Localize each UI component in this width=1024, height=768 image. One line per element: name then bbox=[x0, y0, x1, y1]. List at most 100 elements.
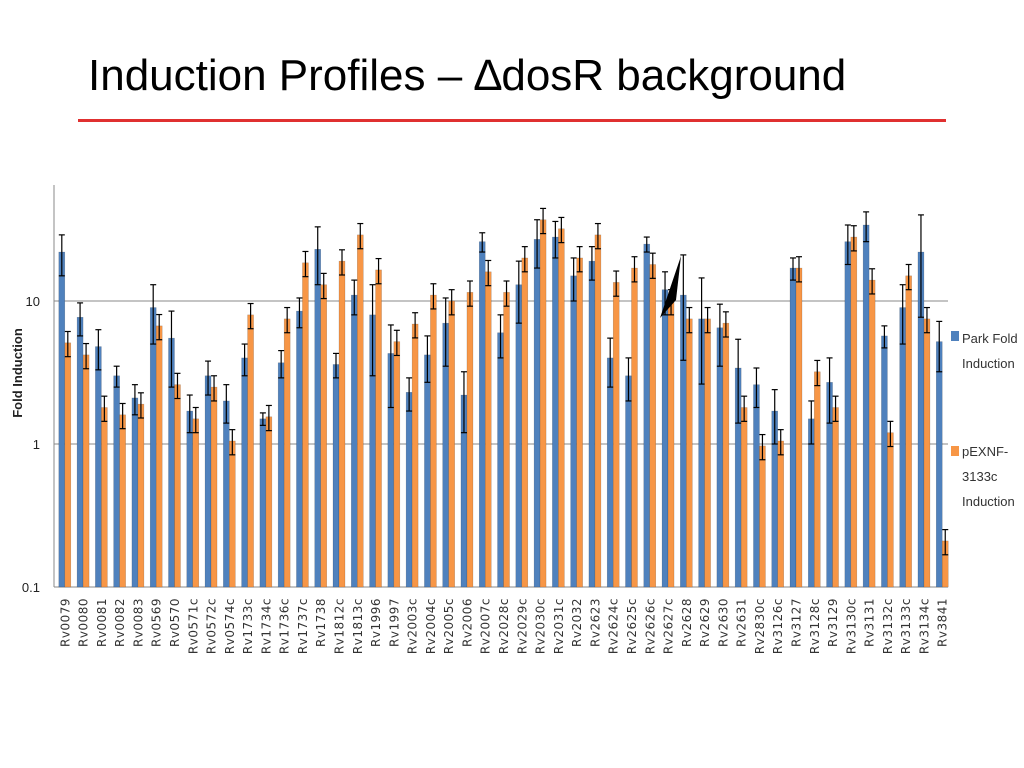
legend-label-pexnf-1: pEXNF- bbox=[962, 444, 1008, 459]
category-label: Rv2007c bbox=[479, 598, 493, 654]
bar bbox=[588, 260, 596, 588]
category-label: Rv0083 bbox=[131, 598, 145, 647]
bar bbox=[649, 264, 657, 588]
bars-layer bbox=[58, 219, 949, 588]
category-label: Rv0081 bbox=[95, 598, 109, 647]
bar bbox=[844, 241, 852, 588]
category-label: Rv2631 bbox=[735, 598, 749, 647]
category-label: Rv2623 bbox=[588, 598, 602, 647]
bar bbox=[576, 257, 583, 588]
bar bbox=[795, 267, 803, 588]
bar bbox=[503, 292, 510, 588]
bar bbox=[521, 257, 529, 588]
category-label: Rv0082 bbox=[113, 598, 127, 647]
bar bbox=[533, 239, 541, 588]
bar bbox=[612, 282, 620, 588]
bar bbox=[552, 236, 559, 588]
error-bars-layer bbox=[58, 207, 949, 556]
bar bbox=[101, 407, 108, 588]
category-label: Rv1996 bbox=[369, 598, 383, 647]
bar bbox=[478, 241, 486, 588]
bar bbox=[539, 219, 547, 588]
bar bbox=[113, 375, 120, 588]
bar bbox=[76, 316, 84, 588]
bar bbox=[923, 318, 931, 588]
bar bbox=[740, 407, 748, 588]
bar bbox=[82, 354, 90, 588]
category-label: Rv2003c bbox=[406, 598, 420, 654]
bar bbox=[259, 418, 267, 588]
category-label: Rv2830c bbox=[753, 598, 767, 654]
bar bbox=[850, 236, 858, 588]
category-label: Rv0079 bbox=[58, 598, 72, 647]
bar bbox=[424, 354, 431, 588]
bar bbox=[210, 386, 218, 588]
bar bbox=[320, 284, 327, 588]
category-label: Rv2629 bbox=[698, 598, 712, 647]
bar bbox=[186, 410, 194, 588]
bar bbox=[789, 267, 797, 588]
category-label: Rv1733c bbox=[241, 598, 255, 654]
bar bbox=[484, 271, 492, 588]
bar bbox=[887, 432, 894, 588]
bar bbox=[935, 341, 943, 588]
bar bbox=[448, 300, 455, 588]
bar bbox=[661, 289, 669, 588]
bar bbox=[277, 362, 285, 588]
bar bbox=[881, 335, 888, 588]
y-axis-title: Fold Induction bbox=[10, 328, 25, 418]
bar bbox=[814, 371, 821, 588]
bar bbox=[430, 294, 437, 588]
bar bbox=[558, 228, 565, 588]
bar bbox=[204, 375, 212, 588]
bar bbox=[351, 294, 358, 588]
bar bbox=[332, 364, 340, 588]
category-label: Rv0080 bbox=[77, 598, 91, 647]
category-label: Rv2028c bbox=[497, 598, 511, 654]
category-label: Rv1812c bbox=[333, 598, 347, 654]
bar bbox=[119, 414, 126, 588]
category-label: Rv3128c bbox=[808, 598, 822, 654]
bar bbox=[375, 269, 382, 588]
category-label: Rv2625c bbox=[625, 598, 639, 654]
bar bbox=[393, 341, 401, 588]
category-label: Rv2627c bbox=[662, 598, 676, 654]
category-label: Rv2030c bbox=[534, 598, 548, 654]
bar bbox=[631, 267, 638, 588]
category-label: Rv0570 bbox=[168, 598, 182, 647]
legend: Park Fold Induction pEXNF- 3133c Inducti… bbox=[951, 331, 1018, 509]
y-tick-labels: 0.1 1 10 bbox=[22, 294, 40, 595]
bar bbox=[497, 332, 504, 588]
bar bbox=[265, 416, 273, 588]
bar bbox=[241, 357, 248, 588]
category-label: Rv3131 bbox=[863, 598, 877, 647]
bar bbox=[155, 325, 163, 588]
legend-label-park-2: Induction bbox=[962, 356, 1015, 371]
category-label: Rv3133c bbox=[899, 598, 913, 654]
category-label: Rv1738 bbox=[314, 598, 328, 647]
bar bbox=[223, 400, 230, 588]
bar bbox=[296, 310, 303, 588]
legend-label-pexnf-2: 3133c bbox=[962, 469, 998, 484]
bar bbox=[174, 384, 181, 588]
bar bbox=[643, 243, 651, 588]
bar bbox=[899, 307, 906, 588]
category-label: Rv2031c bbox=[552, 598, 566, 654]
bar bbox=[832, 407, 839, 588]
category-label: Rv2624c bbox=[607, 598, 621, 654]
y-tick-label: 0.1 bbox=[22, 580, 40, 595]
y-tick-label: 10 bbox=[26, 294, 40, 309]
legend-swatch-park bbox=[951, 331, 959, 341]
bar bbox=[862, 224, 870, 588]
legend-label-park-1: Park Fold bbox=[962, 331, 1018, 346]
category-label: Rv2630 bbox=[716, 598, 730, 647]
legend-label-pexnf-3: Induction bbox=[962, 494, 1015, 509]
category-label: Rv3132c bbox=[881, 598, 895, 654]
bar bbox=[302, 262, 309, 588]
bar bbox=[722, 322, 730, 588]
bar bbox=[131, 397, 139, 588]
bar bbox=[570, 275, 577, 588]
category-label: Rv3127 bbox=[790, 598, 804, 647]
category-label: Rv0569 bbox=[150, 598, 164, 647]
